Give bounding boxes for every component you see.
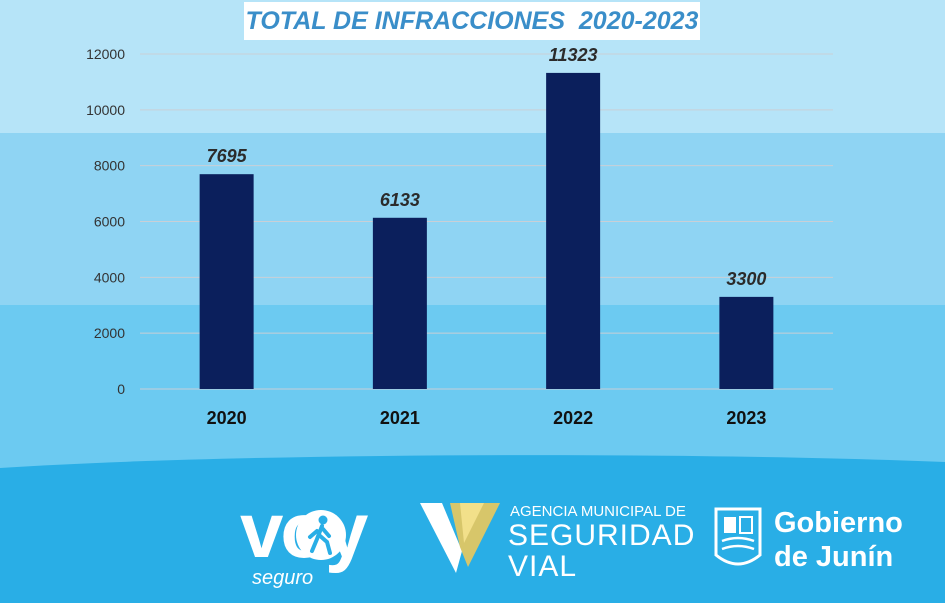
agencia-line1: AGENCIA MUNICIPAL DE	[510, 503, 686, 520]
x-axis-ticks: 2020 2021 2022 2023	[207, 408, 767, 428]
y-tick-label: 8000	[94, 158, 125, 174]
x-tick-label: 2023	[726, 408, 766, 428]
y-tick-label: 6000	[94, 214, 125, 230]
y-tick-label: 10000	[86, 102, 125, 118]
bar	[199, 174, 254, 389]
y-tick-label: 4000	[94, 269, 125, 285]
v-mark-icon	[420, 503, 500, 573]
x-tick-label: 2020	[207, 408, 247, 428]
gobierno-line2: de Junín	[774, 541, 894, 573]
data-labels: 7695 6133 11323 3300	[207, 45, 767, 289]
y-tick-label: 2000	[94, 325, 125, 341]
bar	[372, 217, 427, 389]
footer: voy seguro AGENCIA MUNICIPAL DE SEGURIDA…	[0, 475, 945, 603]
bar	[719, 296, 774, 389]
crest-icon	[714, 507, 762, 566]
x-tick-label: 2021	[380, 408, 420, 428]
gridlines	[140, 53, 833, 390]
data-label: 6133	[380, 190, 420, 210]
voy-seguro-logo: voy seguro	[240, 486, 410, 595]
data-label: 3300	[726, 269, 766, 289]
agencia-line3: VIAL	[508, 550, 578, 583]
y-tick-label: 0	[117, 381, 125, 397]
gobierno-line1: Gobierno	[774, 507, 903, 539]
y-axis-ticks: 0 2000 4000 6000 8000 10000 12000	[86, 46, 125, 397]
pedestrian-icon	[296, 510, 346, 560]
bar-chart: 0 2000 4000 6000 8000 10000 12000 7695 6133 1132…	[86, 45, 833, 428]
y-tick-label: 12000	[86, 46, 125, 62]
bars	[199, 72, 774, 389]
agencia-line2: SEGURIDAD	[508, 519, 696, 552]
chart-title: TOTAL DE INFRACCIONES 2020-2023	[244, 2, 700, 40]
voy-logo-subtext: seguro	[252, 567, 314, 589]
data-label: 7695	[207, 146, 248, 166]
bar	[546, 72, 601, 389]
x-tick-label: 2022	[553, 408, 593, 428]
data-label: 11323	[549, 45, 598, 65]
